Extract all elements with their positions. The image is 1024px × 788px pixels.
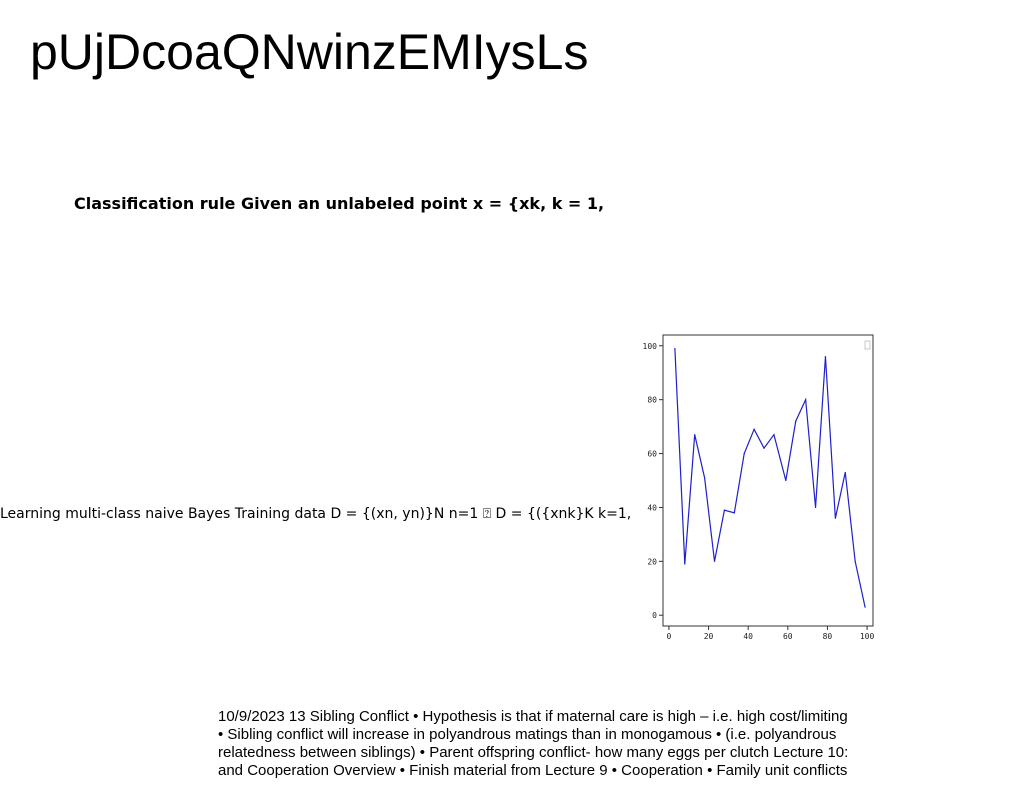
data-point	[785, 479, 787, 482]
data-point	[733, 512, 735, 514]
y-tick-label: 100	[643, 342, 658, 351]
legend-box	[864, 340, 871, 350]
data-point	[854, 560, 856, 562]
line-chart-svg: 0 20 40 60 80 100 0 20 40 60 80 100	[643, 334, 875, 641]
data-point	[805, 399, 807, 401]
data-point	[713, 560, 716, 562]
data-point	[795, 420, 797, 422]
x-tick-label: 100	[860, 632, 875, 641]
x-tick-label: 0	[667, 632, 672, 641]
naive-bayes-text: Learning multi-class naive Bayes Trainin…	[0, 506, 632, 522]
lecture-notes-line: and Cooperation Overview • Finish materi…	[218, 762, 848, 779]
lecture-notes-line: • Sibling conflict will increase in poly…	[218, 726, 837, 743]
data-point	[684, 563, 686, 565]
data-point	[773, 434, 775, 436]
series-line	[674, 348, 866, 608]
lecture-notes-line: relatedness between siblings) • Parent o…	[218, 744, 849, 761]
data-point	[723, 509, 726, 511]
data-point	[763, 447, 765, 449]
slide-title: pUjDcoaQNwinzEMIysLs	[30, 24, 589, 80]
line-chart: 0 20 40 60 80 100 0 20 40 60 80 100	[640, 330, 880, 650]
classification-rule-heading: Classification rule Given an unlabeled p…	[74, 194, 605, 213]
y-tick-label: 0	[652, 611, 657, 620]
x-tick-label: 20	[704, 632, 714, 641]
lecture-notes-paragraph: 10/9/2023 13 Sibling Conflict • Hypothes…	[218, 708, 898, 780]
data-point	[674, 347, 676, 350]
y-tick-label: 60	[647, 450, 657, 459]
data-point	[753, 428, 755, 430]
data-point	[743, 452, 745, 455]
data-point	[814, 506, 817, 509]
data-point	[864, 606, 866, 608]
data-point	[824, 355, 827, 358]
x-tick-label: 80	[823, 632, 833, 641]
plot-frame	[662, 334, 874, 627]
data-point	[834, 517, 836, 519]
x-tick-label: 40	[743, 632, 753, 641]
data-point	[694, 434, 696, 436]
lecture-notes-line: 10/9/2023 13 Sibling Conflict • Hypothes…	[218, 708, 848, 725]
data-point	[704, 477, 706, 479]
y-tick-label: 20	[647, 557, 657, 566]
y-tick-label: 80	[647, 396, 657, 405]
data-point	[844, 471, 846, 474]
y-tick-label: 40	[647, 503, 657, 512]
x-tick-label: 60	[783, 632, 793, 641]
